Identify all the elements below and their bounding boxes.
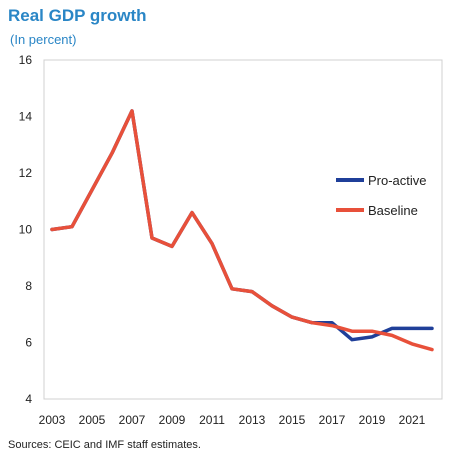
x-tick-label: 2007 xyxy=(119,413,146,427)
y-tick-label: 14 xyxy=(19,110,33,124)
series-layer xyxy=(50,109,434,352)
x-tick-label: 2019 xyxy=(359,413,386,427)
y-axis-ticks: 4 6 8 10 12 14 16 xyxy=(19,53,33,406)
x-tick-label: 2003 xyxy=(39,413,66,427)
x-tick-label: 2011 xyxy=(199,413,225,427)
legend-label: Baseline xyxy=(368,203,418,218)
x-tick-label: 2009 xyxy=(159,413,186,427)
chart-title: Real GDP growth xyxy=(8,6,147,25)
source-note: Sources: CEIC and IMF staff estimates. xyxy=(8,439,201,451)
legend: Pro-active Baseline xyxy=(336,173,427,218)
x-tick-label: 2013 xyxy=(239,413,266,427)
plot-frame xyxy=(43,59,443,400)
y-tick-label: 6 xyxy=(25,336,32,350)
x-tick-label: 2005 xyxy=(79,413,106,427)
y-tick-label: 10 xyxy=(19,223,33,237)
y-tick-label: 4 xyxy=(25,392,32,406)
chart-subtitle: (In percent) xyxy=(10,32,77,47)
y-tick-label: 12 xyxy=(19,166,33,180)
x-tick-label: 2015 xyxy=(279,413,306,427)
legend-label: Pro-active xyxy=(368,173,427,188)
series-line-pro-active xyxy=(50,109,434,342)
y-tick-label: 8 xyxy=(25,279,32,293)
x-tick-label: 2017 xyxy=(319,413,346,427)
y-tick-label: 16 xyxy=(19,53,33,67)
x-axis-ticks: 2003 2005 2007 2009 2011 2013 2015 2017 2019 2021 xyxy=(39,413,426,427)
x-tick-label: 2021 xyxy=(399,413,426,427)
series-line-baseline xyxy=(50,109,434,352)
